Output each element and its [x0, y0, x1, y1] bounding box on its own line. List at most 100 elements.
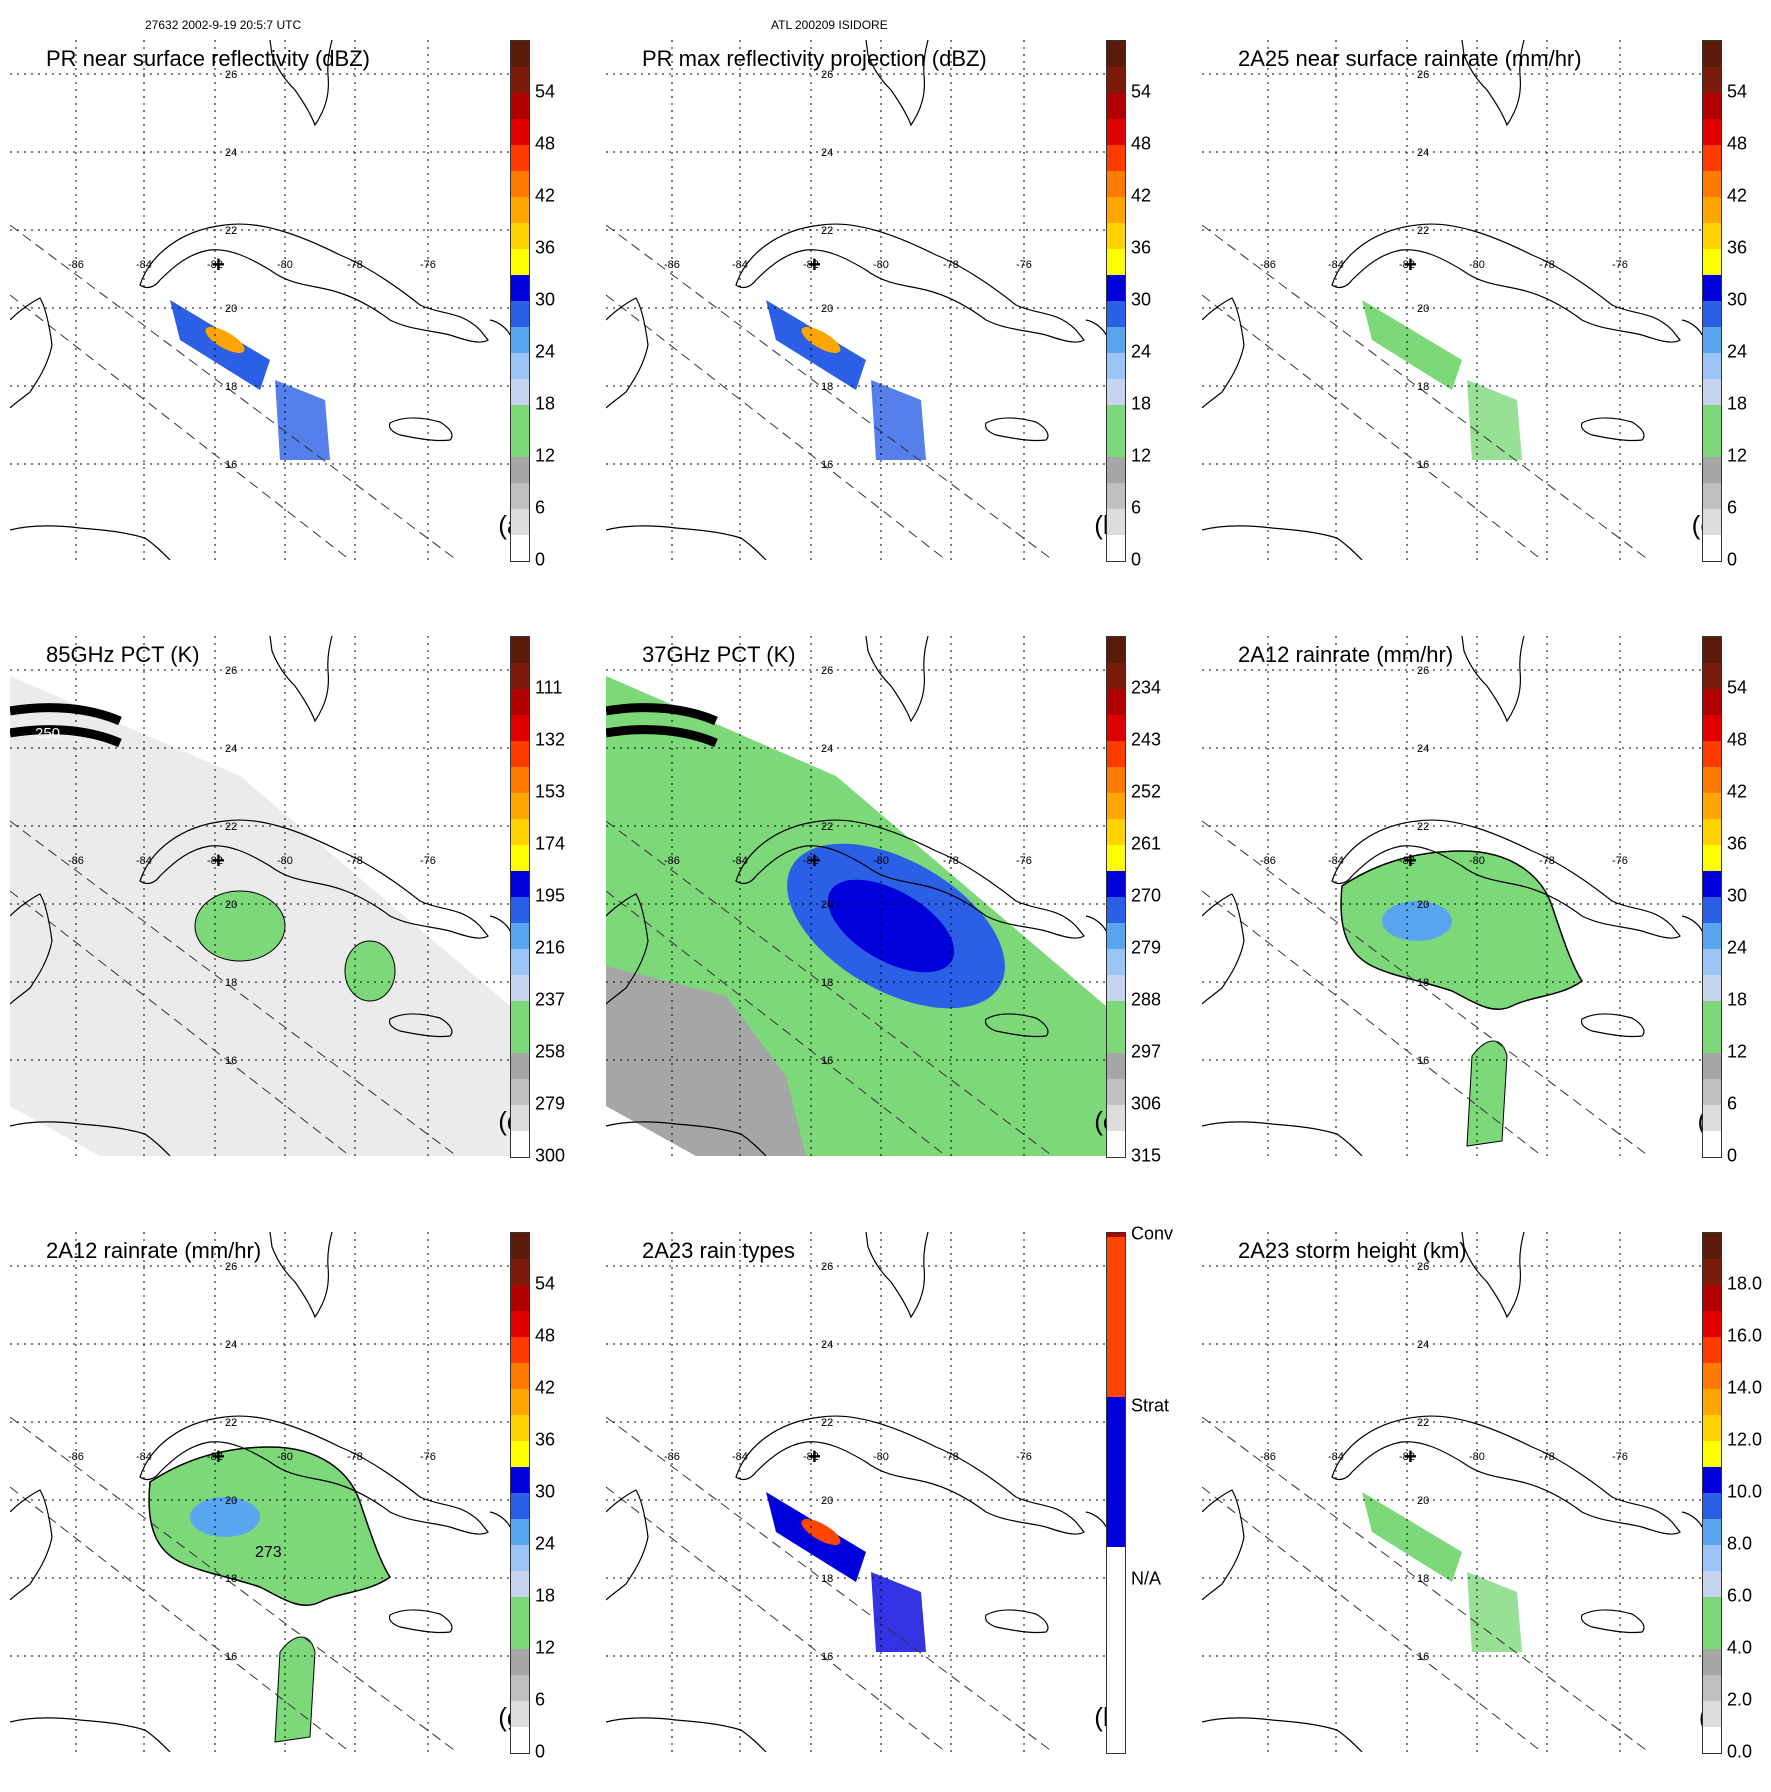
colorbar-tick-label: 12 [1727, 1041, 1748, 1062]
colorbar-tick-label: 0 [535, 549, 546, 570]
lon-label: -78 [1539, 1451, 1555, 1463]
scan-edge-band [606, 703, 718, 726]
lat-label: 22 [821, 1417, 833, 1429]
coastline [1580, 417, 1645, 442]
swath-edge [1202, 890, 1543, 1156]
colorbar-segment [1107, 197, 1125, 223]
colorbar-tick-label: 42 [1727, 185, 1748, 206]
rain-area [1340, 850, 1584, 1011]
colorbar-segment [1703, 1311, 1721, 1337]
colorbar-segment [1703, 1079, 1721, 1105]
colorbar-segment [1703, 119, 1721, 145]
colorbar-segment [1703, 1053, 1721, 1079]
coastline [10, 893, 53, 1005]
coastline [10, 1121, 171, 1156]
colorbar-segment [511, 1027, 529, 1053]
lon-label: -86 [1260, 259, 1276, 271]
lon-label: -76 [420, 259, 436, 271]
swath-edge [606, 890, 947, 1156]
colorbar-segment [511, 1389, 529, 1415]
lat-label: 18 [225, 1573, 237, 1585]
colorbar-segment [1703, 509, 1721, 535]
lon-label: -76 [1016, 855, 1032, 867]
coastline [10, 1717, 171, 1752]
panel-title: 2A23 rain types [642, 1238, 795, 1263]
precip-band [871, 1572, 926, 1652]
colorbar-tick-label: 6 [535, 1689, 546, 1710]
colorbar-segment [511, 197, 529, 223]
colorbar-segment [1703, 301, 1721, 327]
colorbar-segment [511, 509, 529, 535]
lon-label: -80 [277, 259, 293, 271]
lon-label: -78 [943, 259, 959, 271]
storm-center-marker: + [1404, 848, 1417, 873]
colorbar-segment [1703, 663, 1721, 689]
colorbar [1702, 636, 1722, 1158]
colorbar-segment [1703, 1519, 1721, 1545]
colorbar-tick-label: 48 [1727, 133, 1748, 154]
lon-label: -84 [136, 855, 152, 867]
lon-label: -80 [873, 1451, 889, 1463]
colorbar-segment [1703, 1727, 1721, 1753]
colorbar-tick-label: Conv [1131, 1223, 1174, 1244]
lon-label: -76 [1016, 1451, 1032, 1463]
panel-d: +26 24 22 20 18 16 -86 -84 -82 -80 -78 -76 250 85GHz … [10, 636, 570, 1196]
lon-label: -86 [1260, 855, 1276, 867]
colorbar-segment [1703, 353, 1721, 379]
colorbar-segment [511, 923, 529, 949]
coastline [1681, 319, 1702, 336]
colorbar-segment [1703, 1649, 1721, 1675]
lat-label: 26 [225, 665, 237, 677]
lat-label: 24 [225, 147, 237, 159]
colorbar-segment [511, 1285, 529, 1311]
colorbar-segment [1107, 689, 1125, 715]
map-area: +26 24 22 20 18 16 -86 -84 -82 -80 -78 -76 [606, 40, 1166, 600]
colorbar-segment [1703, 1701, 1721, 1727]
colorbar-segment [1703, 1675, 1721, 1701]
coastline [606, 525, 767, 560]
map-svg: +26 24 22 20 18 16 -86 -84 -82 -80 -78 -76 [606, 40, 1106, 560]
precip-band [1362, 300, 1462, 390]
lon-label: -80 [277, 1451, 293, 1463]
lat-label: 20 [225, 899, 237, 911]
colorbar-segment [1107, 897, 1125, 923]
colorbar [1106, 1232, 1126, 1754]
colorbar-segment [1107, 741, 1125, 767]
coastline [735, 819, 1085, 939]
coastline [1331, 1415, 1681, 1535]
lon-label: -82 [207, 1451, 223, 1463]
lat-label: 22 [225, 1417, 237, 1429]
colorbar-tick-label: 54 [1727, 81, 1748, 102]
coastline [1202, 1121, 1363, 1156]
colorbar-segment [511, 119, 529, 145]
lon-label: -86 [68, 259, 84, 271]
colorbar-tick-label: 6 [1131, 497, 1142, 518]
map-area: +26 24 22 20 18 16 -86 -84 -82 -80 -78 -76 250 [10, 636, 570, 1196]
swath-edge [1202, 294, 1543, 560]
colorbar-tick-label: 174 [535, 833, 566, 854]
colorbar-segment [1703, 249, 1721, 275]
lat-label: 16 [1417, 459, 1429, 471]
colorbar-tick-label: 279 [1131, 937, 1162, 958]
coastline [735, 223, 1085, 343]
colorbar-tick-label: 297 [1131, 1041, 1162, 1062]
colorbar-segment [1107, 41, 1125, 67]
lon-label: -78 [1539, 259, 1555, 271]
coastline [10, 1489, 53, 1601]
colorbar-tick-label: 288 [1131, 989, 1162, 1010]
coastline [489, 319, 510, 336]
colorbar-segment [1107, 483, 1125, 509]
colorbar-segment [1703, 871, 1721, 897]
colorbar-segment [1107, 405, 1125, 431]
swath-edge [606, 224, 1054, 560]
coastline [606, 1121, 767, 1156]
colorbar-segment [1107, 353, 1125, 379]
lon-label: -80 [1469, 855, 1485, 867]
precip-band [1362, 1492, 1462, 1582]
map-area: +26 24 22 20 18 16 -86 -84 -82 -80 -78 -76 [1202, 40, 1762, 600]
scan-edge-band [10, 703, 122, 726]
coastline [269, 40, 333, 127]
colorbar-segment [1107, 1079, 1125, 1105]
colorbar-tick-label: 42 [1131, 185, 1152, 206]
coastline [1580, 1013, 1645, 1038]
